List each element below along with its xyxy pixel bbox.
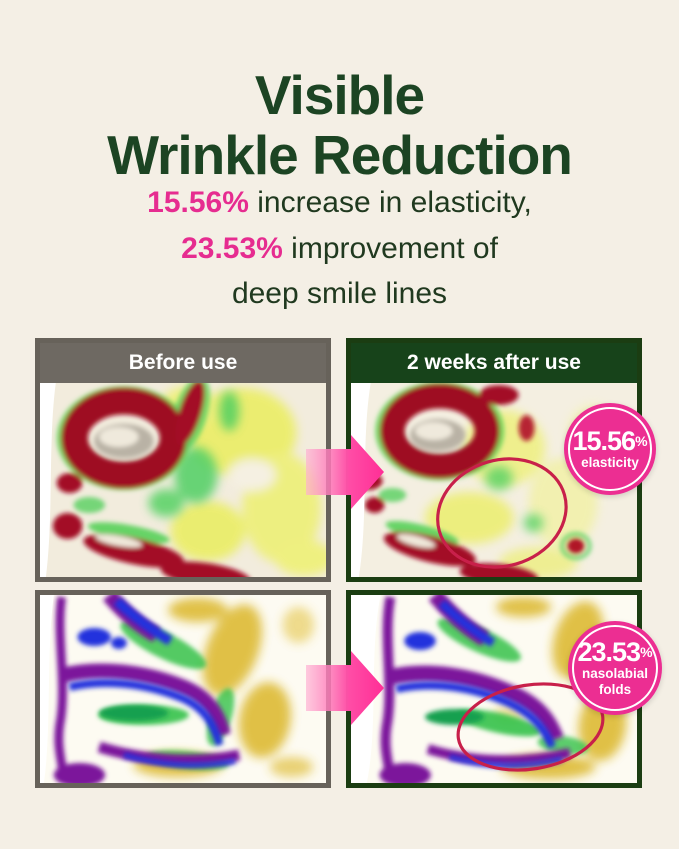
badge-label: nasolabial	[581, 665, 649, 681]
elasticity-heatmap-after-image	[351, 383, 637, 577]
panel-before-elasticity: Before use	[35, 338, 331, 582]
before-use-header: Before use	[40, 343, 326, 383]
page-title: Visible Wrinkle Reduction	[0, 65, 679, 186]
arrow-right-icon	[306, 651, 384, 725]
title-line1: Visible	[254, 63, 425, 126]
elasticity-stat-value: 15.56%	[147, 186, 249, 219]
after-use-header: 2 weeks after use	[351, 343, 637, 383]
badge-label: folds	[598, 681, 632, 697]
percent-sign: %	[640, 643, 653, 660]
subtitle-line3: deep smile lines	[231, 277, 448, 311]
title-line2: Wrinkle Reduction	[107, 124, 573, 187]
folds-stat-value: 23.53%	[181, 231, 283, 265]
elasticity-heatmap-before-image	[40, 383, 326, 577]
elasticity-stat-text: increase in elasticity,	[248, 186, 532, 219]
folds-stat-text: improvement of	[282, 231, 498, 265]
arrow-right-icon	[306, 435, 384, 509]
folds-heatmap-before-image	[40, 595, 326, 783]
folds-annotation-ellipse	[456, 682, 605, 772]
panel-before-folds	[35, 590, 331, 788]
percent-sign: %	[635, 432, 648, 449]
badge-value: 23.53	[577, 636, 641, 667]
badge-label: elasticity	[581, 454, 639, 470]
elasticity-stat-badge: 15.56% elasticity	[564, 403, 656, 495]
subtitle-stats: 15.56% increase in elasticity, 23.53% im…	[0, 180, 679, 317]
badge-value: 15.56	[572, 425, 636, 456]
elasticity-annotation-ellipse	[436, 457, 568, 569]
folds-stat-badge: 23.53% nasolabial folds	[568, 621, 662, 715]
